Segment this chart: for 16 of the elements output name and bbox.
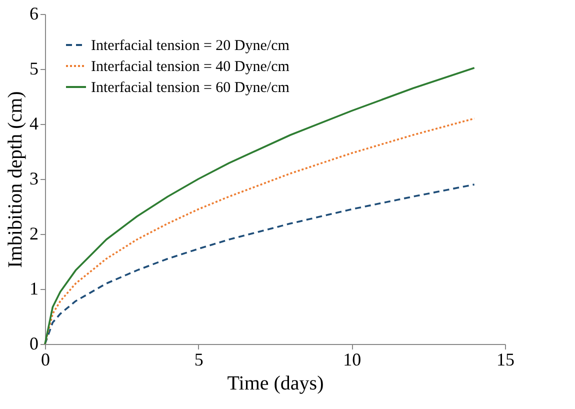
y-tick-label: 3 <box>30 168 38 188</box>
y-tick-label: 0 <box>30 334 38 354</box>
line-series <box>44 184 476 345</box>
x-tick-label: 10 <box>343 350 362 370</box>
y-tick-label: 5 <box>30 58 38 78</box>
x-tick-label: 5 <box>194 350 204 370</box>
y-tick-label: 1 <box>30 278 38 298</box>
legend-label: Interfacial tension = 40 Dyne/cm <box>91 59 290 75</box>
x-axis-title: Time (days) <box>227 372 324 394</box>
y-tick-label: 6 <box>30 4 38 24</box>
y-tick-label: 4 <box>30 114 38 134</box>
legend-label: Interfacial tension = 60 Dyne/cm <box>91 80 290 96</box>
legend-label: Interfacial tension = 20 Dyne/cm <box>91 38 290 54</box>
y-axis-title: Imbibition depth (cm) <box>4 91 26 268</box>
y-tick-label: 2 <box>30 224 38 244</box>
x-tick-label: 15 <box>496 350 514 370</box>
